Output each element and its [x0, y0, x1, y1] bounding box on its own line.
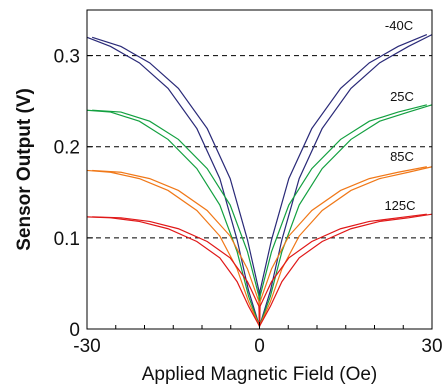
plot-frame	[86, 9, 433, 330]
y-tick-label: 0.2	[54, 138, 80, 159]
series-lines	[86, 34, 433, 329]
series-line-125c-up	[92, 213, 427, 327]
y-axis-label: Sensor Output (V)	[14, 88, 35, 251]
series-labels: -40C 25C 85C 125C	[384, 18, 415, 213]
x-tick-label: 0	[254, 336, 265, 357]
axis-ticks: 00.10.20.3-30 0 30	[54, 47, 443, 357]
x-tick-label: -30	[73, 336, 100, 357]
gridlines	[87, 55, 432, 239]
y-tick-label: 0	[69, 320, 80, 341]
x-axis-label: Applied Magnetic Field (Oe)	[142, 364, 378, 385]
series-label-40c: -40C	[385, 18, 413, 33]
y-tick-label: 0.3	[54, 47, 80, 68]
series-label-85c: 85C	[390, 149, 414, 164]
series-line-85c-up	[92, 166, 427, 327]
series-label-125c: 125C	[384, 198, 415, 213]
series-label-25c: 25C	[390, 89, 414, 104]
series-line-40c-down	[86, 34, 433, 329]
x-tick-label: 30	[421, 336, 442, 357]
y-tick-label: 0.1	[54, 229, 80, 250]
